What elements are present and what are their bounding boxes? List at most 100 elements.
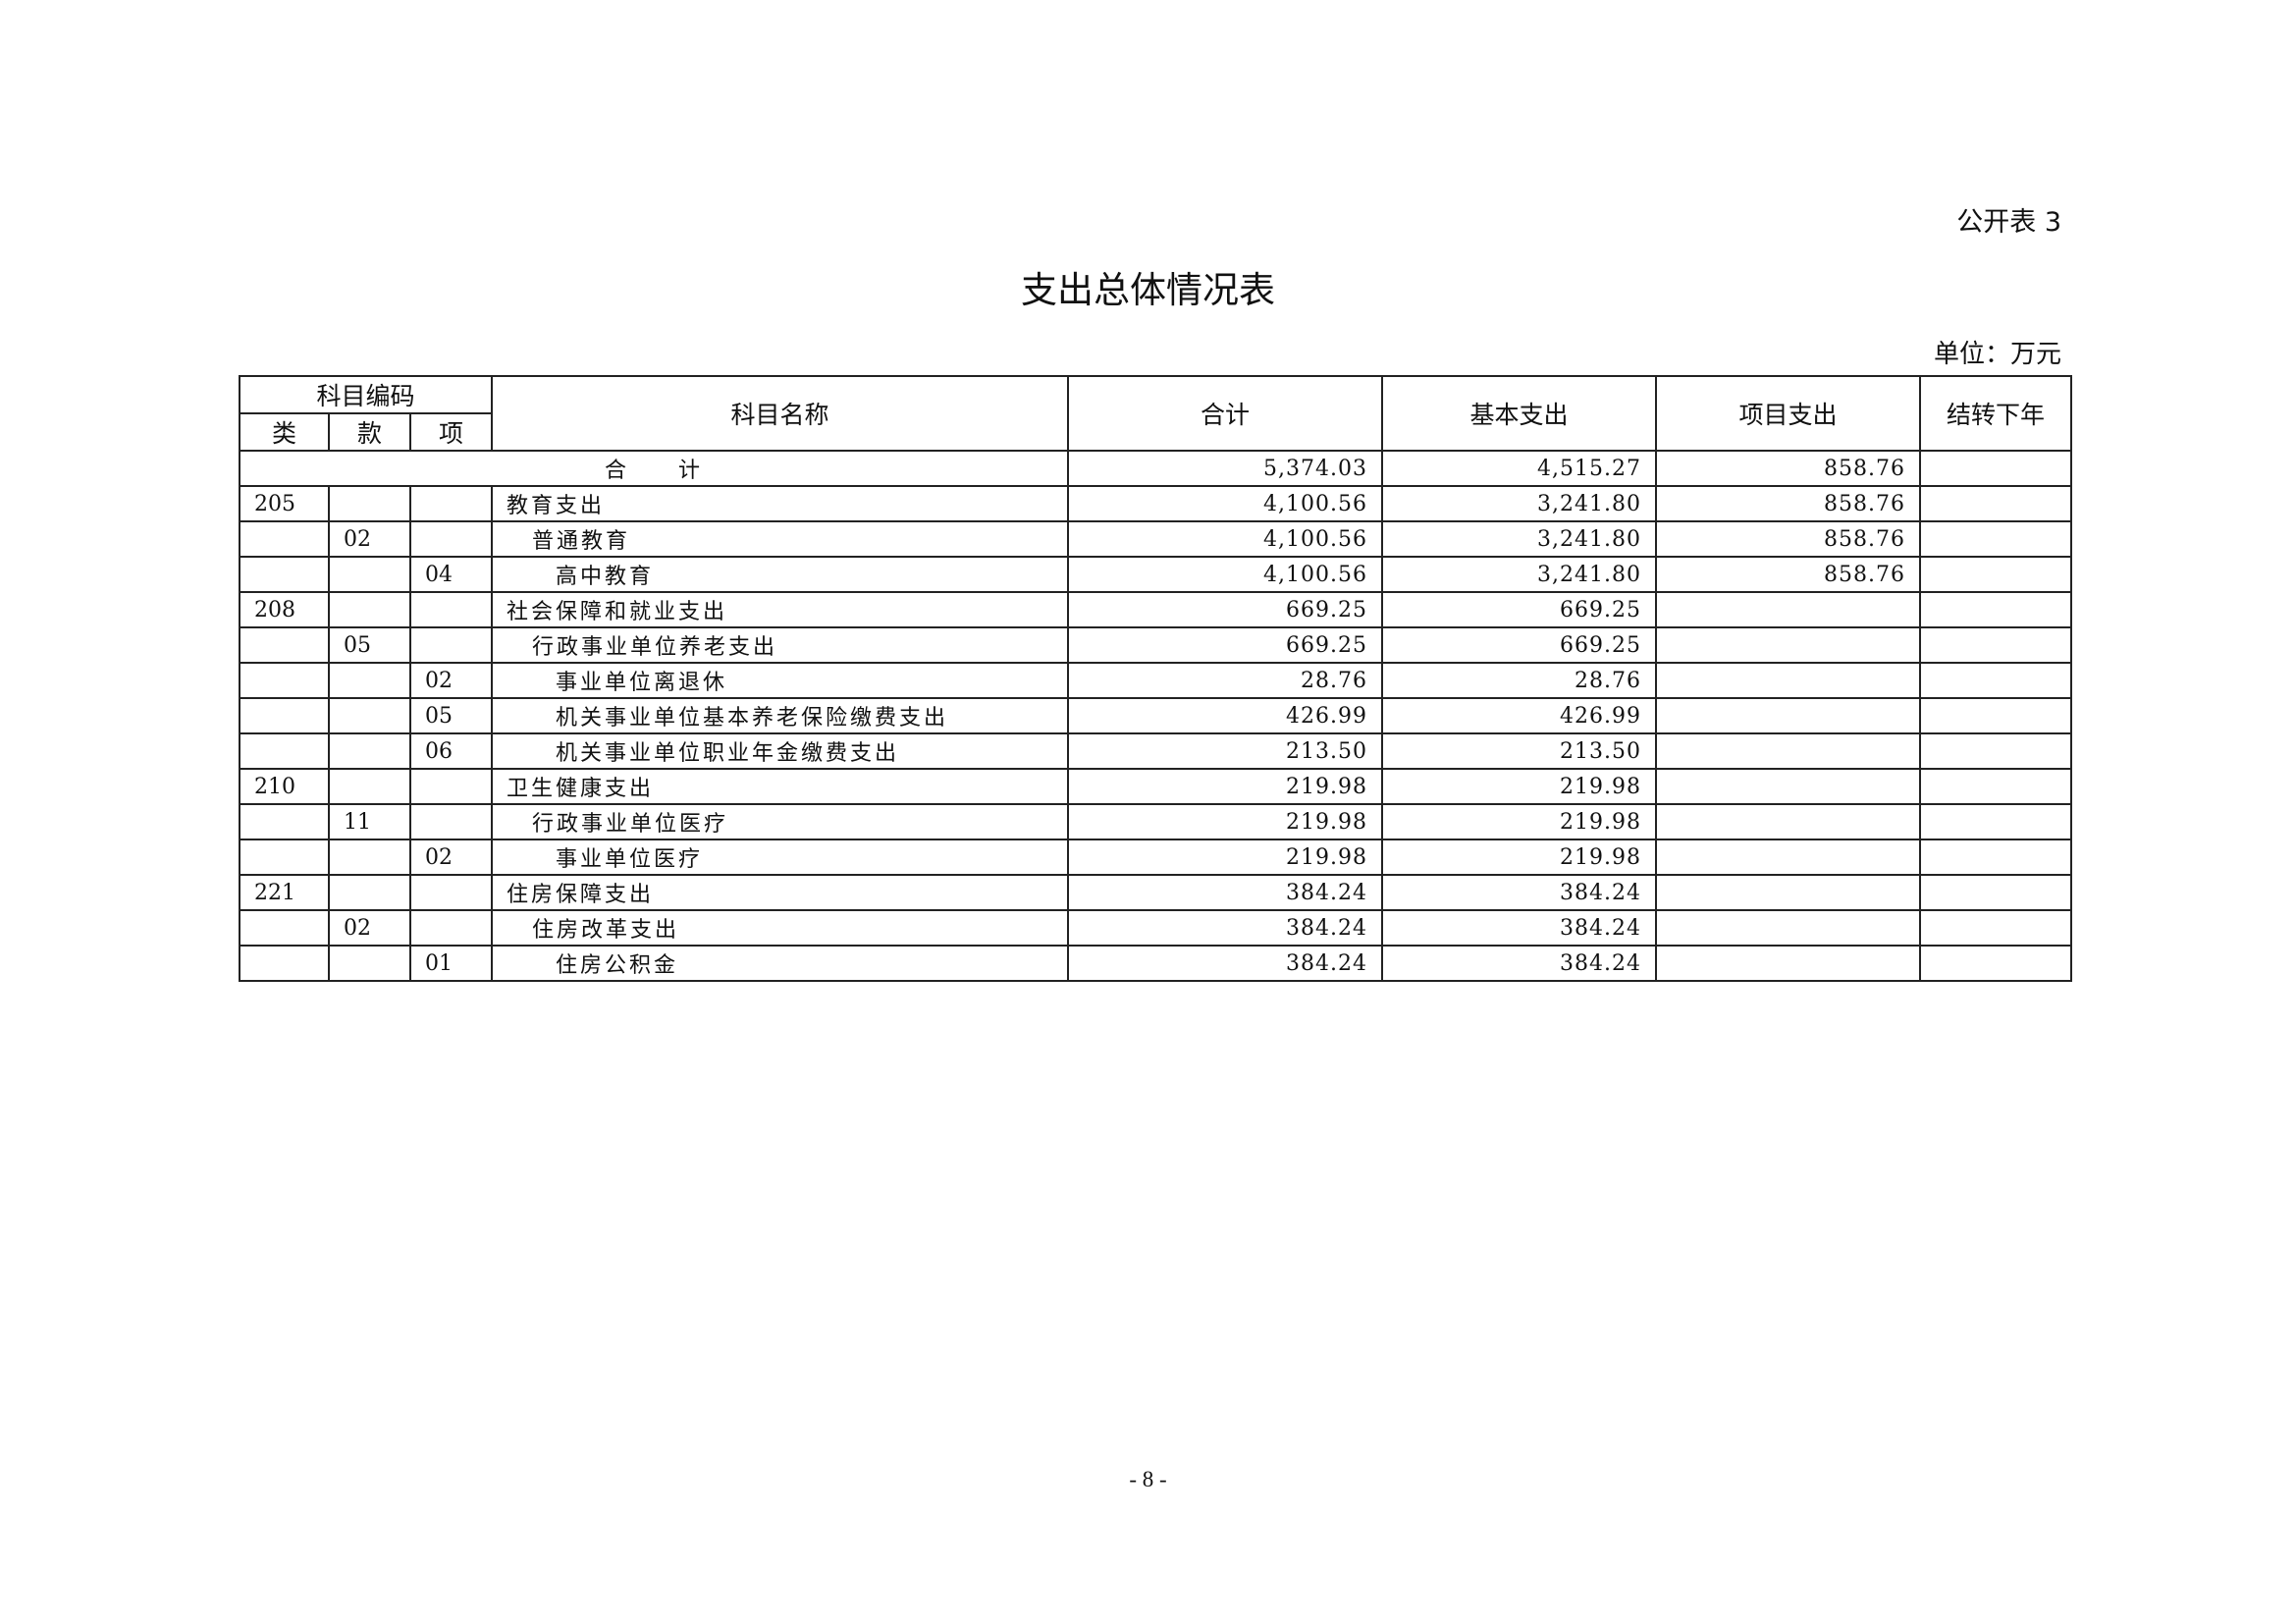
cell-section: [328, 697, 411, 734]
cell-project: [1655, 874, 1922, 911]
cell-project: [1655, 909, 1922, 947]
cell-class: [239, 732, 330, 770]
cell-class: [239, 909, 330, 947]
cell-total: 426.99: [1067, 697, 1384, 734]
cell-name: 卫生健康支出: [491, 768, 1070, 805]
table-row: 02 住房改革支出 384.24 384.24: [239, 909, 2073, 947]
cell-basic: 219.98: [1381, 803, 1658, 840]
page-number: - 8 -: [1129, 1467, 1167, 1491]
table-row: 04 高中教育 4,100.56 3,241.80 858.76: [239, 556, 2073, 593]
header-carryover: 结转下年: [1919, 375, 2073, 452]
cell-total: 384.24: [1067, 874, 1384, 911]
cell-section: [328, 839, 411, 876]
table-row: 05 机关事业单位基本养老保险缴费支出 426.99 426.99: [239, 697, 2073, 734]
cell-section: [328, 732, 411, 770]
header-code-group: 科目编码: [238, 375, 494, 414]
cell-project: 858.76: [1655, 485, 1922, 522]
cell-item: [408, 874, 494, 911]
cell-section: [328, 556, 411, 593]
total-total: 5,374.03: [1067, 450, 1384, 487]
cell-class: [239, 662, 330, 699]
cell-total: 384.24: [1067, 945, 1384, 982]
cell-item: [408, 591, 494, 628]
cell-section: [328, 591, 411, 628]
cell-item: [408, 626, 494, 664]
cell-carryover: [1919, 662, 2073, 699]
cell-total: 4,100.56: [1067, 556, 1384, 593]
cell-project: [1655, 626, 1922, 664]
table-row: 11 行政事业单位医疗 219.98 219.98: [239, 803, 2073, 840]
cell-total: 28.76: [1067, 662, 1384, 699]
cell-total: 4,100.56: [1067, 485, 1384, 522]
cell-project: [1655, 697, 1922, 734]
unit-label: 单位：万元: [1933, 340, 2061, 369]
cell-project: 858.76: [1655, 556, 1922, 593]
cell-basic: 3,241.80: [1381, 556, 1658, 593]
cell-carryover: [1919, 874, 2073, 911]
cell-basic: 3,241.80: [1381, 520, 1658, 558]
cell-project: [1655, 591, 1922, 628]
cell-name: 住房改革支出: [491, 909, 1070, 947]
cell-section: 02: [328, 520, 411, 558]
table-row: 210 卫生健康支出 219.98 219.98: [239, 768, 2073, 805]
table-row: 05 行政事业单位养老支出 669.25 669.25: [239, 626, 2073, 664]
cell-basic: 3,241.80: [1381, 485, 1658, 522]
cell-total: 4,100.56: [1067, 520, 1384, 558]
cell-class: [239, 839, 330, 876]
header-basic: 基本支出: [1381, 375, 1658, 452]
cell-carryover: [1919, 909, 2073, 947]
cell-basic: 384.24: [1381, 945, 1658, 982]
cell-item: [408, 485, 494, 522]
cell-section: 05: [328, 626, 411, 664]
cell-name: 住房保障支出: [491, 874, 1070, 911]
header-class: 类: [239, 412, 330, 452]
cell-name: 事业单位离退休: [491, 662, 1070, 699]
cell-item: [408, 803, 494, 840]
table-row: 02 事业单位医疗 219.98 219.98: [239, 839, 2073, 876]
cell-class: 205: [239, 485, 330, 522]
cell-item: [408, 909, 494, 947]
cell-section: [328, 768, 411, 805]
header-name: 科目名称: [491, 375, 1070, 452]
cell-name: 社会保障和就业支出: [491, 591, 1070, 628]
cell-name: 机关事业单位职业年金缴费支出: [491, 732, 1070, 770]
cell-basic: 219.98: [1381, 839, 1658, 876]
cell-class: [239, 945, 330, 982]
cell-name: 普通教育: [491, 520, 1070, 558]
cell-project: [1655, 839, 1922, 876]
header-project: 项目支出: [1655, 375, 1922, 452]
cell-basic: 384.24: [1381, 874, 1658, 911]
cell-carryover: [1919, 591, 2073, 628]
cell-section: 02: [328, 909, 411, 947]
header-item: 项: [408, 412, 494, 452]
cell-name: 住房公积金: [491, 945, 1070, 982]
cell-project: [1655, 732, 1922, 770]
cell-class: [239, 803, 330, 840]
cell-class: [239, 556, 330, 593]
cell-total: 669.25: [1067, 591, 1384, 628]
cell-project: 858.76: [1655, 520, 1922, 558]
cell-section: [328, 485, 411, 522]
table-row: 02 普通教育 4,100.56 3,241.80 858.76: [239, 520, 2073, 558]
page-title: 支出总体情况表: [1021, 269, 1275, 311]
cell-project: [1655, 803, 1922, 840]
cell-item: 05: [408, 697, 494, 734]
cell-carryover: [1919, 839, 2073, 876]
cell-total: 219.98: [1067, 768, 1384, 805]
cell-item: 04: [408, 556, 494, 593]
cell-total: 384.24: [1067, 909, 1384, 947]
cell-total: 219.98: [1067, 839, 1384, 876]
cell-class: 210: [239, 768, 330, 805]
total-project: 858.76: [1655, 450, 1922, 487]
cell-section: [328, 874, 411, 911]
header-section: 款: [328, 412, 411, 452]
table-label: 公开表 3: [1956, 207, 2061, 238]
table-row: 221 住房保障支出 384.24 384.24: [239, 874, 2073, 911]
cell-basic: 669.25: [1381, 626, 1658, 664]
header-total: 合计: [1067, 375, 1384, 452]
cell-project: [1655, 768, 1922, 805]
total-label: 合 计: [238, 450, 1070, 487]
cell-carryover: [1919, 556, 2073, 593]
cell-name: 行政事业单位养老支出: [491, 626, 1070, 664]
cell-total: 219.98: [1067, 803, 1384, 840]
